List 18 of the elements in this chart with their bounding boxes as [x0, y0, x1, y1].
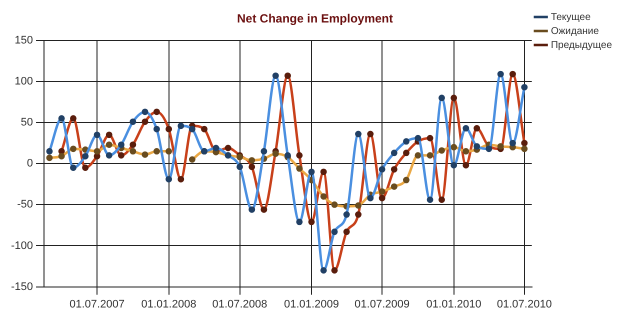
y-tick-label: -50 [17, 198, 34, 211]
x-tick-label: 01.01.2008 [141, 298, 196, 310]
y-tick-label: 150 [14, 34, 34, 46]
y-tick-label: 100 [14, 76, 34, 88]
legend-label: Ожидание [550, 26, 600, 37]
x-tick-label: 01.07.2010 [496, 298, 552, 310]
legend-label: Предыдущее [550, 40, 612, 51]
x-tick-label: 01.01.2010 [426, 298, 482, 310]
y-tick-label: -100 [10, 240, 34, 252]
chart-title: Net Change in Employment [236, 12, 394, 26]
x-tick-label: 01.07.2009 [354, 298, 410, 310]
x-tick-label: 01.01.2009 [284, 298, 340, 310]
x-tick-label: 01.07.2007 [70, 298, 125, 310]
x-tick-label: 01.07.2008 [212, 298, 268, 310]
y-tick-label: -150 [10, 280, 34, 293]
y-tick-label: 50 [20, 116, 34, 129]
legend-label: Текущее [550, 12, 592, 23]
y-tick-label: 0 [26, 158, 34, 170]
